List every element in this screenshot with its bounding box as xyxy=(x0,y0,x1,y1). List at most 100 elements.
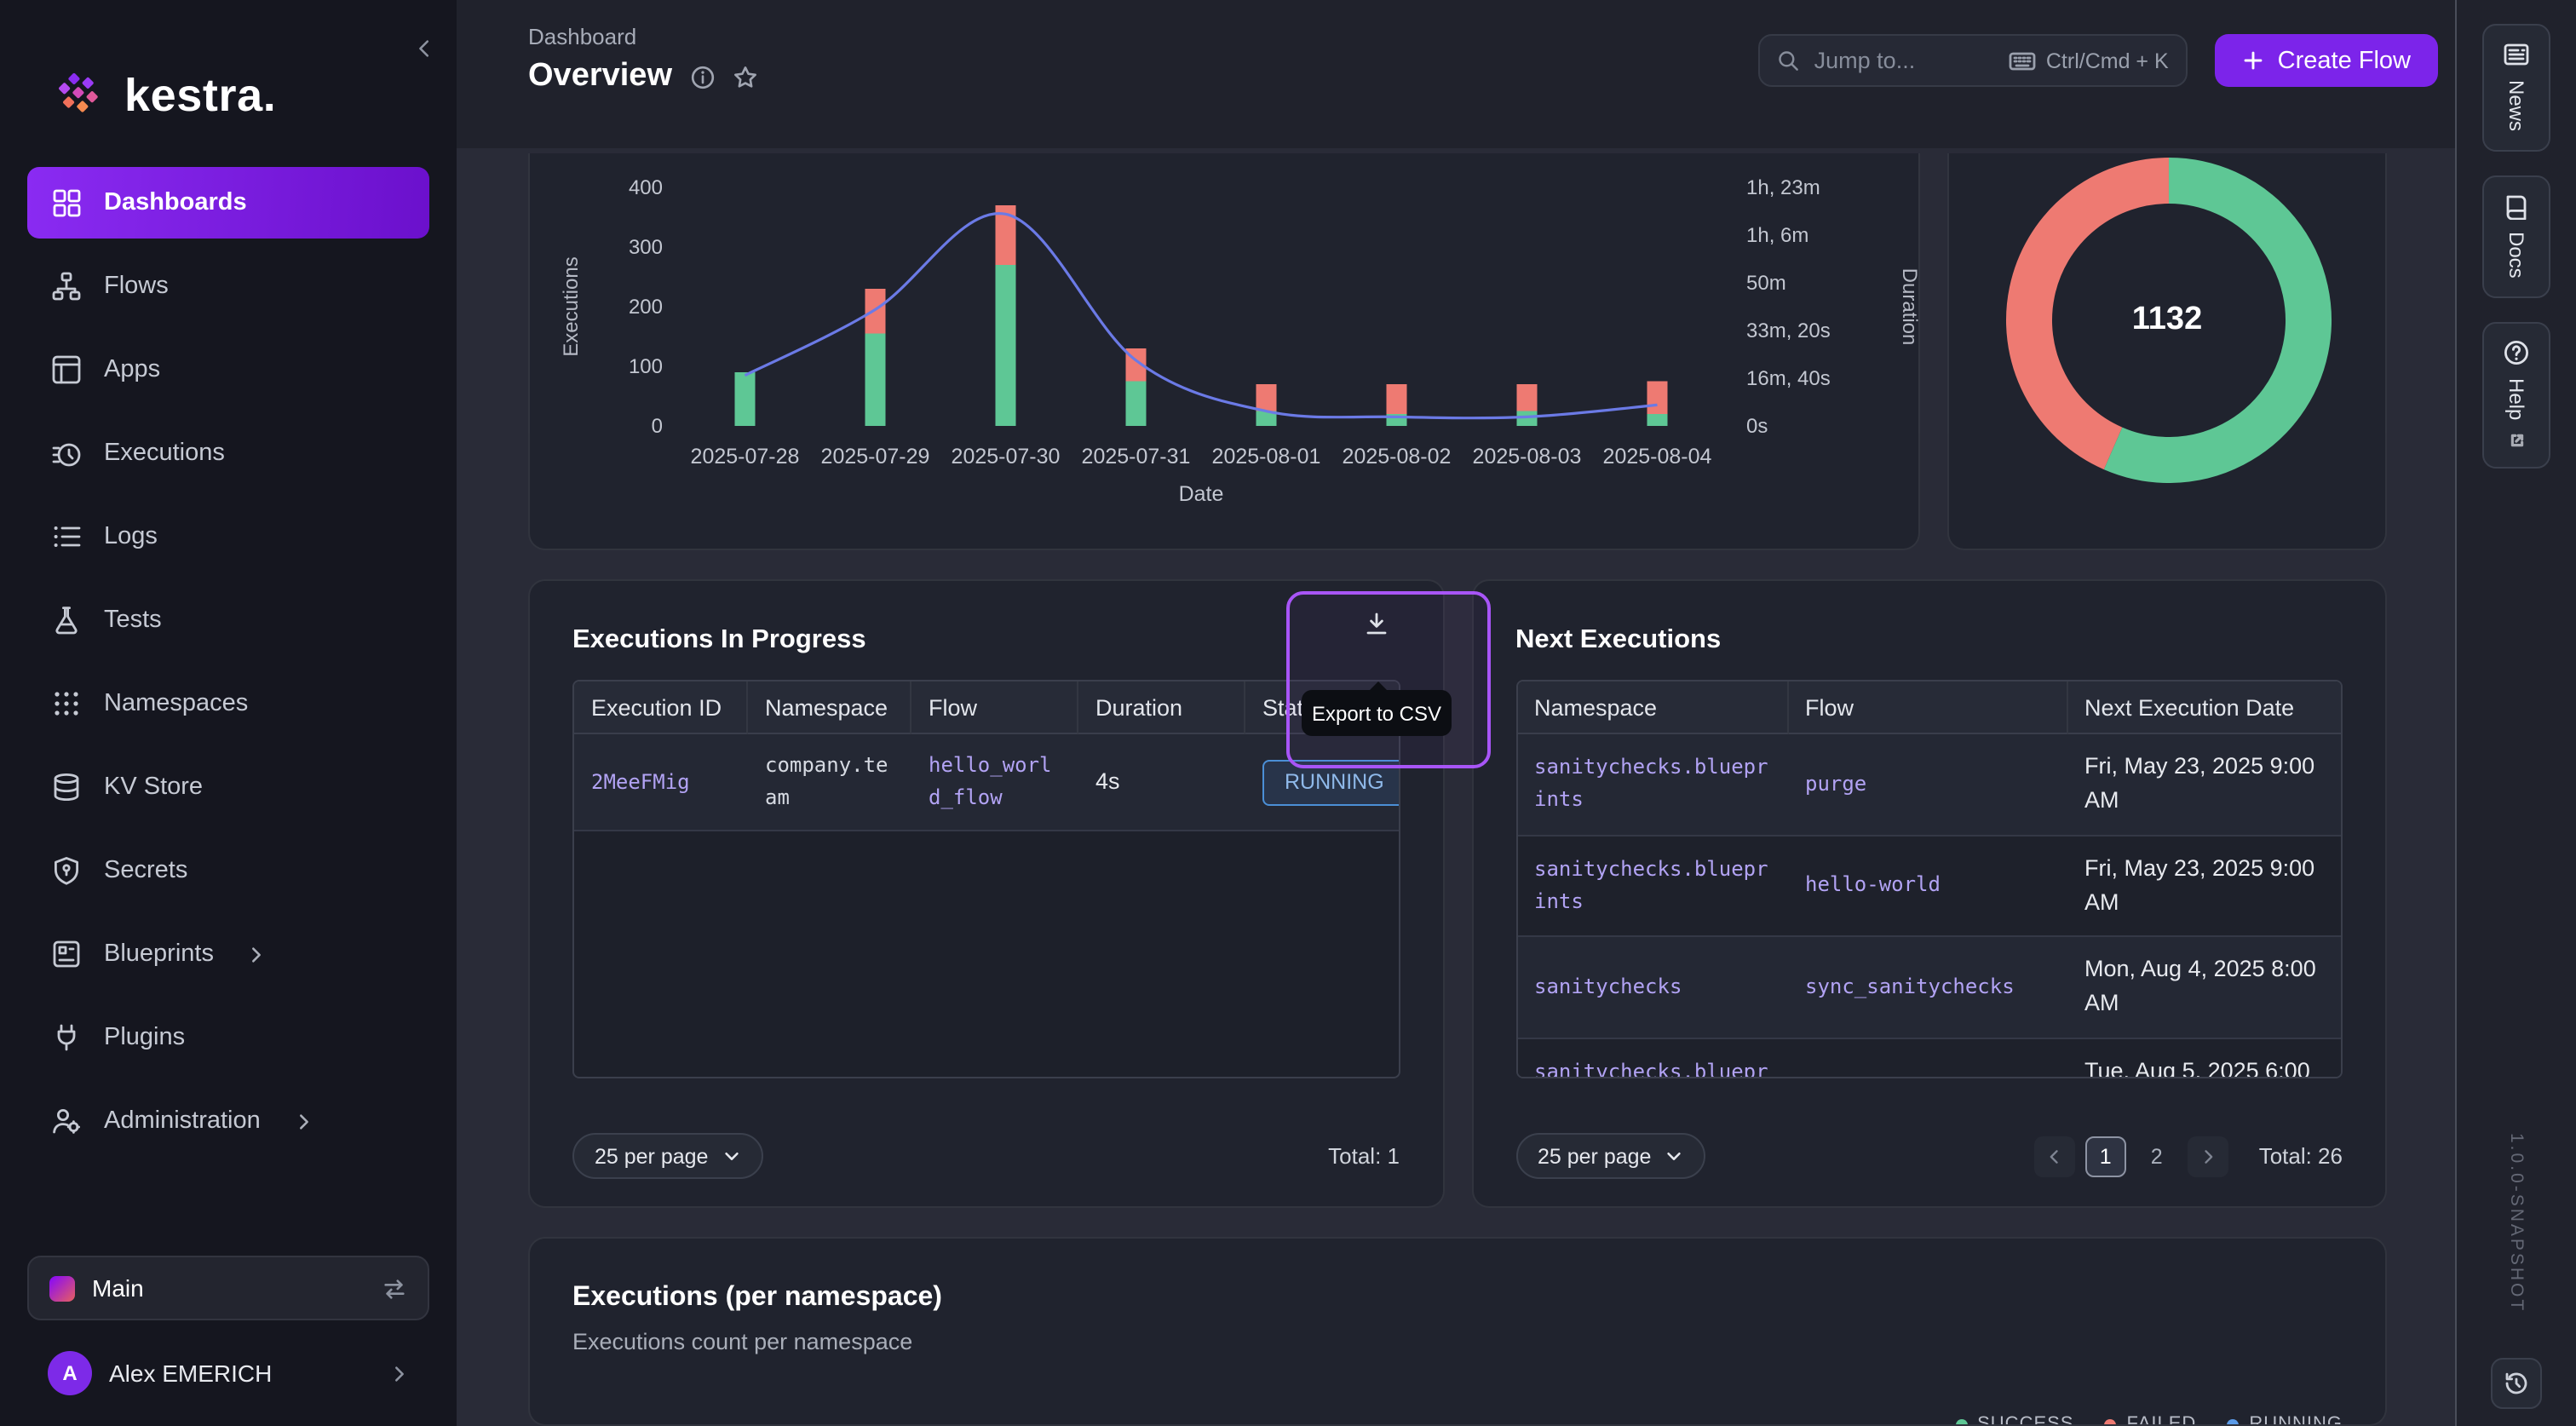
sidebar-item-label: Blueprints xyxy=(104,940,214,968)
sidebar-item-blueprints[interactable]: Blueprints xyxy=(27,918,429,990)
next-page-button[interactable] xyxy=(2188,1136,2228,1176)
sidebar-nav: Dashboards Flows Apps Executions Logs Te… xyxy=(0,123,457,1157)
info-icon[interactable] xyxy=(689,64,715,89)
logo-wordmark: kestra. xyxy=(124,69,276,122)
export-csv-icon[interactable] xyxy=(1363,610,1390,637)
search-input[interactable] xyxy=(1814,48,1995,73)
tab-docs[interactable]: Docs xyxy=(2482,175,2550,299)
sidebar-item-label: Executions xyxy=(104,440,225,467)
create-flow-button[interactable]: Create Flow xyxy=(2215,34,2438,87)
next-executions-table: Namespace Flow Next Execution Date sanit… xyxy=(1515,680,2343,1078)
tab-help[interactable]: Help xyxy=(2482,323,2550,469)
date-cell: Fri, May 23, 2025 9:00 AM xyxy=(2067,734,2342,836)
namespace-row: Executions (per namespace) Executions co… xyxy=(528,1237,2387,1426)
help-icon xyxy=(2503,340,2530,367)
legend-item-success[interactable]: SUCCESS xyxy=(1955,1414,2073,1426)
namespace-link[interactable]: sanitychecks.blueprints xyxy=(1517,734,1788,836)
chevron-left-icon xyxy=(414,37,436,60)
main-area: Dashboard Overview Ctrl/Cmd + K xyxy=(457,0,2455,1426)
namespace-link[interactable]: sanitychecks xyxy=(1517,937,1788,1038)
sidebar-item-kv-store[interactable]: KV Store xyxy=(27,751,429,823)
jump-to-search[interactable]: Ctrl/Cmd + K xyxy=(1758,34,2188,87)
sidebar-item-logs[interactable]: Logs xyxy=(27,501,429,572)
topbar: Dashboard Overview Ctrl/Cmd + K xyxy=(457,0,2455,148)
sidebar-item-tests[interactable]: Tests xyxy=(27,584,429,656)
total-count: Total: 1 xyxy=(1328,1143,1400,1169)
svg-text:2025-07-28: 2025-07-28 xyxy=(691,445,800,469)
page-button-2[interactable]: 2 xyxy=(2136,1136,2177,1176)
flow-link[interactable]: cloudquery-sync xyxy=(1788,1038,2067,1078)
per-page-select[interactable]: 25 per page xyxy=(572,1133,762,1179)
page-title: Overview xyxy=(528,58,672,95)
namespace-link[interactable]: sanitychecks.blueprints xyxy=(1517,836,1788,937)
dashboards-icon xyxy=(51,187,82,218)
executions-per-namespace-card: Executions (per namespace) Executions co… xyxy=(528,1237,2387,1426)
per-namespace-subtitle: Executions count per namespace xyxy=(572,1329,2343,1354)
breadcrumb[interactable]: Dashboard xyxy=(528,24,757,49)
flow-link[interactable]: hello_world_flow xyxy=(911,734,1078,832)
create-flow-label: Create Flow xyxy=(2278,47,2411,74)
sidebar-item-plugins[interactable]: Plugins xyxy=(27,1002,429,1073)
right-dock: News Docs Help 1.0.0-SNAPSHOT xyxy=(2455,0,2576,1426)
external-link-icon xyxy=(2509,433,2524,448)
kestra-logo: kestra. xyxy=(0,24,457,123)
export-tooltip: Export to CSV xyxy=(1302,690,1452,736)
flow-link[interactable]: sync_sanitychecks xyxy=(1788,937,2067,1038)
pagination: 1 2 xyxy=(2034,1136,2228,1176)
tab-news[interactable]: News xyxy=(2482,24,2550,152)
tenant-icon xyxy=(49,1275,75,1301)
legend-item-failed[interactable]: FAILED xyxy=(2105,1414,2197,1426)
per-page-select[interactable]: 25 per page xyxy=(1515,1133,1705,1179)
sidebar-item-dashboards[interactable]: Dashboards xyxy=(27,167,429,239)
chevron-down-icon xyxy=(1665,1147,1683,1165)
legend-item-running[interactable]: RUNNING xyxy=(2227,1414,2343,1426)
plus-icon xyxy=(2242,49,2264,72)
news-icon xyxy=(2503,41,2530,68)
switch-tenant-icon xyxy=(382,1275,407,1301)
svg-text:1h, 23m: 1h, 23m xyxy=(1746,176,1820,199)
sidebar-bottom: Main A Alex EMERICH xyxy=(0,1256,457,1406)
chevron-right-icon xyxy=(390,1364,409,1383)
sidebar: kestra. Dashboards Flows Apps Executions xyxy=(0,0,457,1426)
tab-label: Help xyxy=(2504,379,2528,421)
namespace-cell[interactable]: company.team xyxy=(748,734,911,832)
blueprints-icon xyxy=(51,939,82,969)
total-count: Total: 26 xyxy=(2259,1143,2343,1169)
svg-text:2025-08-03: 2025-08-03 xyxy=(1473,445,1582,469)
svg-text:0s: 0s xyxy=(1746,415,1768,438)
sidebar-item-apps[interactable]: Apps xyxy=(27,334,429,405)
apps-icon xyxy=(51,354,82,385)
sidebar-item-secrets[interactable]: Secrets xyxy=(27,835,429,906)
export-highlight-annotation: Export to CSV xyxy=(1286,591,1491,768)
favorite-star-icon[interactable] xyxy=(732,64,757,89)
sidebar-item-label: Dashboards xyxy=(104,189,247,216)
dashboard-content: 0100200300400Executions0s16m, 40s33m, 20… xyxy=(457,148,2455,1426)
flow-link[interactable]: hello-world xyxy=(1788,836,2067,937)
flow-link[interactable]: purge xyxy=(1788,734,2067,836)
avatar: A xyxy=(48,1351,92,1395)
page-button-1[interactable]: 1 xyxy=(2085,1136,2126,1176)
history-icon xyxy=(2503,1370,2530,1397)
next-executions-footer: 25 per page 1 2 Total: 26 xyxy=(1515,1133,2343,1206)
user-name: Alex EMERICH xyxy=(109,1360,373,1387)
sidebar-item-namespaces[interactable]: Namespaces xyxy=(27,668,429,739)
user-menu[interactable]: A Alex EMERICH xyxy=(27,1341,429,1406)
sidebar-item-label: Administration xyxy=(104,1107,261,1135)
sidebar-item-flows[interactable]: Flows xyxy=(27,250,429,322)
column-header: Next Execution Date xyxy=(2067,681,2342,734)
tenant-label: Main xyxy=(92,1274,365,1302)
svg-text:33m, 20s: 33m, 20s xyxy=(1746,319,1831,342)
keyboard-icon xyxy=(2009,47,2036,74)
sidebar-item-label: Tests xyxy=(104,607,162,634)
tenant-selector[interactable]: Main xyxy=(27,1256,429,1320)
prev-page-button[interactable] xyxy=(2034,1136,2075,1176)
sidebar-item-executions[interactable]: Executions xyxy=(27,417,429,489)
sidebar-item-label: Namespaces xyxy=(104,690,248,717)
namespace-link[interactable]: sanitychecks.blueprints xyxy=(1517,1038,1788,1078)
sidebar-collapse-button[interactable] xyxy=(414,37,436,60)
sidebar-item-administration[interactable]: Administration xyxy=(27,1085,429,1157)
column-header: Flow xyxy=(911,681,1078,734)
revision-history-button[interactable] xyxy=(2491,1358,2542,1409)
execution-id-link[interactable]: 2MeeFMig xyxy=(574,734,748,832)
tab-label: News xyxy=(2504,80,2528,131)
